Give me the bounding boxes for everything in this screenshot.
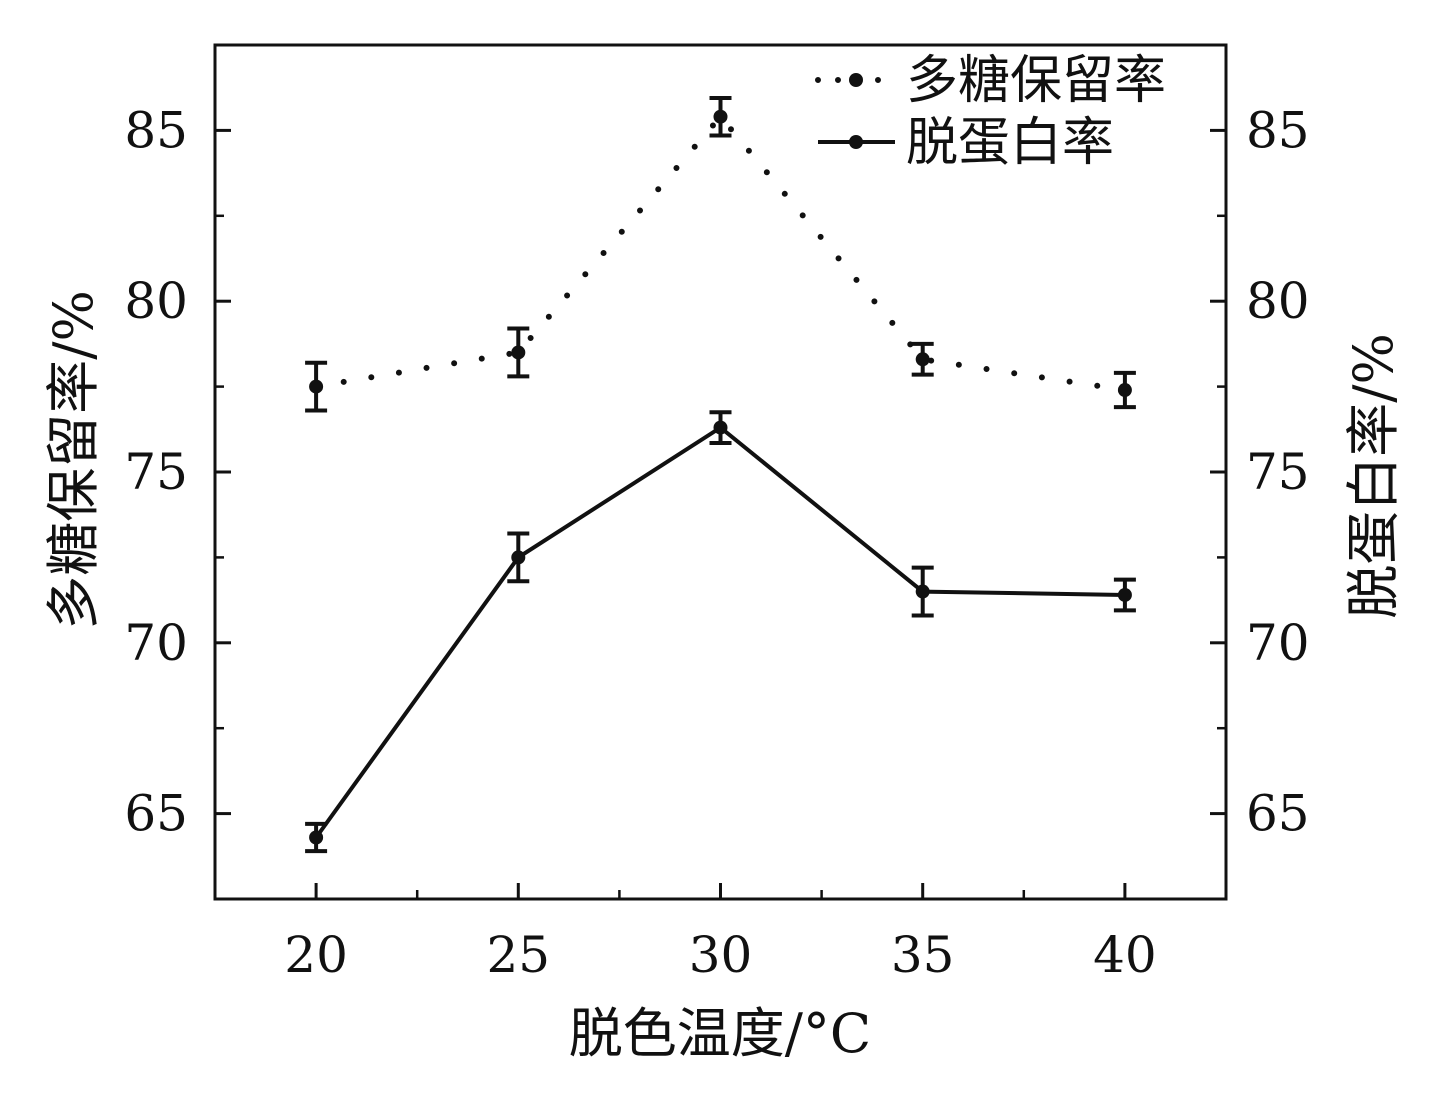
data-point <box>915 584 930 599</box>
series-1 <box>305 95 1136 413</box>
x-tick-label: 30 <box>689 926 753 984</box>
legend-marker <box>849 73 863 87</box>
y-tick-label-left: 75 <box>124 443 188 501</box>
y-tick-label-left: 80 <box>124 272 188 330</box>
series-line <box>314 425 1125 839</box>
data-point <box>1117 383 1132 398</box>
y-tick-label-right: 70 <box>1246 614 1310 672</box>
legend-label: 多糖保留率 <box>906 51 1166 111</box>
data-point <box>1117 587 1132 602</box>
series-2 <box>305 410 1136 854</box>
data-point <box>309 379 324 394</box>
y-tick-label-left: 65 <box>124 785 188 843</box>
y-tick-label-right: 65 <box>1246 785 1310 843</box>
x-tick-label: 25 <box>486 926 550 984</box>
legend-item-2: 脱蛋白率 <box>818 113 1114 173</box>
legend-item-1: 多糖保留率 <box>815 51 1166 111</box>
series-layer <box>305 95 1136 854</box>
y-axis-title-right: 脱蛋白率/% <box>1342 333 1405 619</box>
y-tick-label-left: 85 <box>124 101 188 159</box>
plot-frame <box>213 43 1228 901</box>
y-axis-title-left: 多糖保留率/% <box>42 290 105 630</box>
data-point <box>713 109 728 124</box>
x-tick-label: 40 <box>1093 926 1157 984</box>
data-point <box>511 345 526 360</box>
data-point <box>511 550 526 565</box>
x-tick-label: 35 <box>891 926 955 984</box>
y-tick-label-left: 70 <box>124 614 188 672</box>
data-point <box>915 352 930 367</box>
legend-marker <box>849 135 863 149</box>
data-point <box>309 830 324 845</box>
data-point <box>713 420 728 435</box>
y-tick-label-right: 80 <box>1246 272 1310 330</box>
x-axis-title: 脱色温度/°C <box>569 1002 872 1065</box>
y-tick-label-right: 85 <box>1246 101 1310 159</box>
ticks-layer: 20 25 30 35 40 65 65 70 70 75 75 80 80 85 85 <box>124 101 1309 984</box>
legend-label: 脱蛋白率 <box>906 113 1114 173</box>
y-tick-label-right: 75 <box>1246 443 1310 501</box>
x-tick-label: 20 <box>284 926 348 984</box>
